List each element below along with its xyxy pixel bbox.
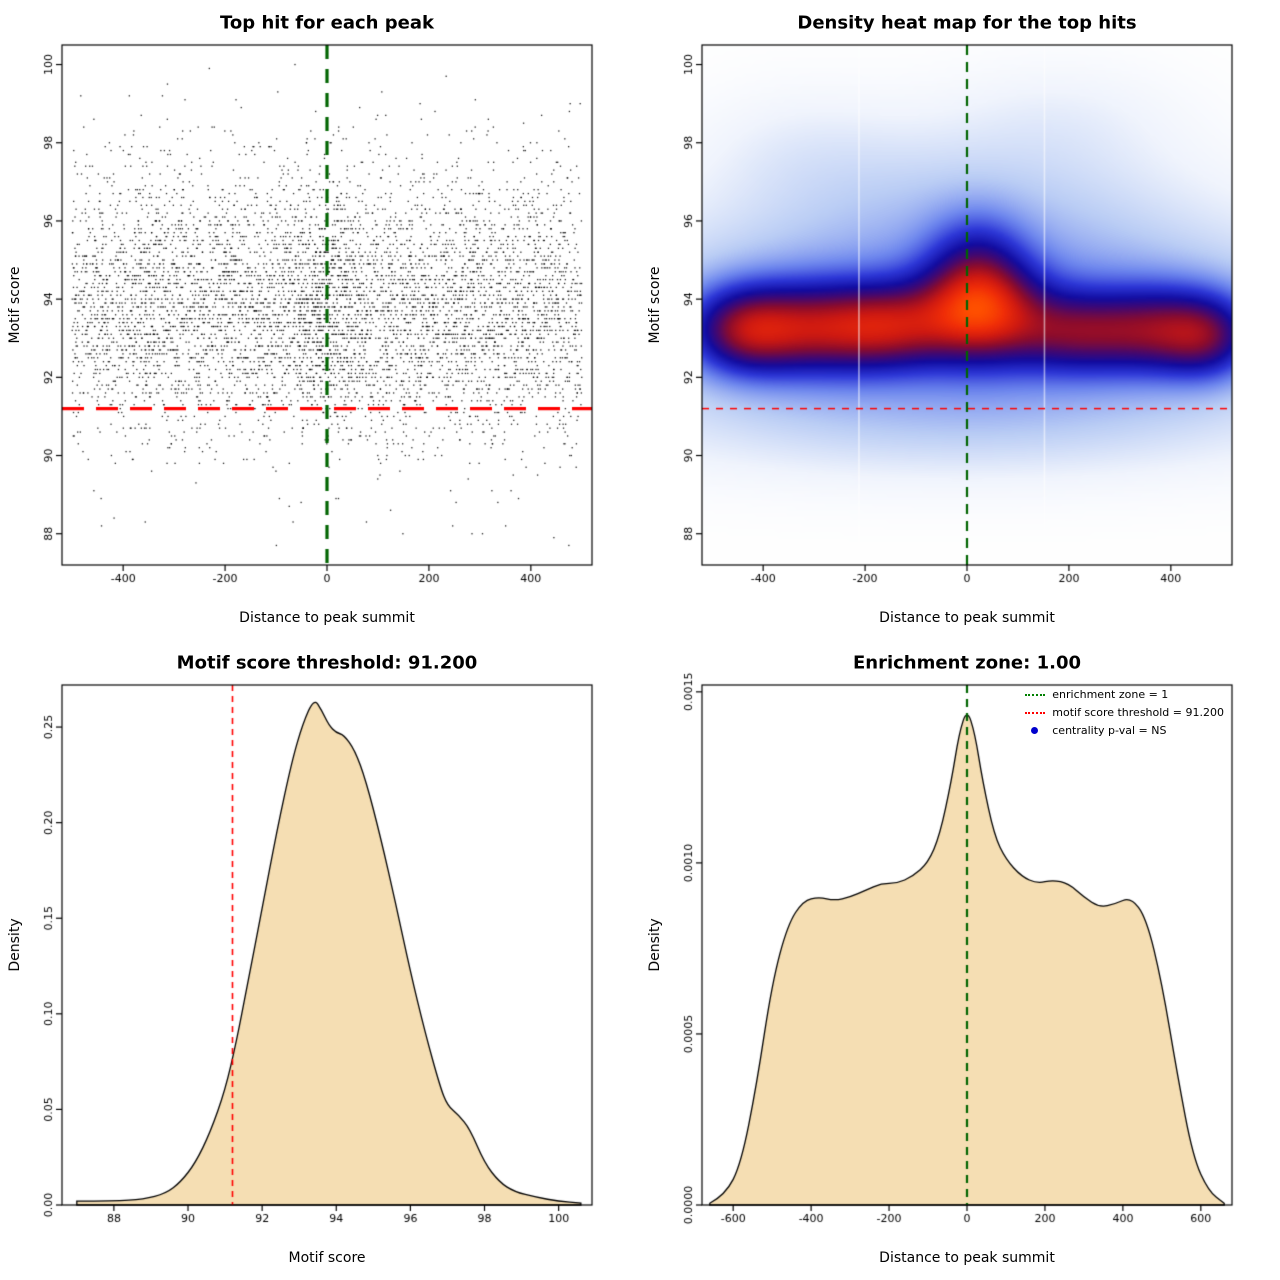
legend-item: centrality p-val = NS <box>1025 724 1224 737</box>
x-axis-label: Distance to peak summit <box>879 610 1055 626</box>
y-axis-label: Density <box>647 918 663 972</box>
legend-dotted-line-icon <box>1025 693 1046 696</box>
panel-top-hit-scatter: Top hit for each peak Distance to peak s… <box>0 0 640 640</box>
legend-label: motif score threshold = 91.200 <box>1052 706 1224 719</box>
score-density-canvas <box>0 640 640 1280</box>
y-axis-label: Density <box>7 918 23 972</box>
panel-density-heatmap: Density heat map for the top hits Distan… <box>640 0 1280 640</box>
distance-density-canvas <box>640 640 1280 1280</box>
x-axis-label: Motif score <box>288 1250 366 1266</box>
x-axis-label: Distance to peak summit <box>239 610 415 626</box>
plot-legend: enrichment zone = 1 motif score threshold… <box>1025 688 1224 737</box>
chart-title: Motif score threshold: 91.200 <box>176 652 478 674</box>
legend-label: centrality p-val = NS <box>1052 724 1167 737</box>
chart-title: Density heat map for the top hits <box>797 12 1137 34</box>
legend-item: enrichment zone = 1 <box>1025 688 1224 701</box>
legend-point-marker-icon <box>1031 727 1039 734</box>
x-axis-label: Distance to peak summit <box>879 1250 1055 1266</box>
y-axis-label: Motif score <box>647 266 663 344</box>
scatter-plot-canvas <box>0 0 640 640</box>
legend-item: motif score threshold = 91.200 <box>1025 706 1224 719</box>
heatmap-canvas <box>640 0 1280 640</box>
panel-distance-density: Enrichment zone: 1.00 Distance to peak s… <box>640 640 1280 1280</box>
legend-dotted-line-icon <box>1025 711 1046 714</box>
chart-title: Top hit for each peak <box>220 12 434 34</box>
panel-score-density: Motif score threshold: 91.200 Motif scor… <box>0 640 640 1280</box>
y-axis-label: Motif score <box>7 266 23 344</box>
chart-title: Enrichment zone: 1.00 <box>852 652 1082 674</box>
legend-label: enrichment zone = 1 <box>1052 688 1169 701</box>
